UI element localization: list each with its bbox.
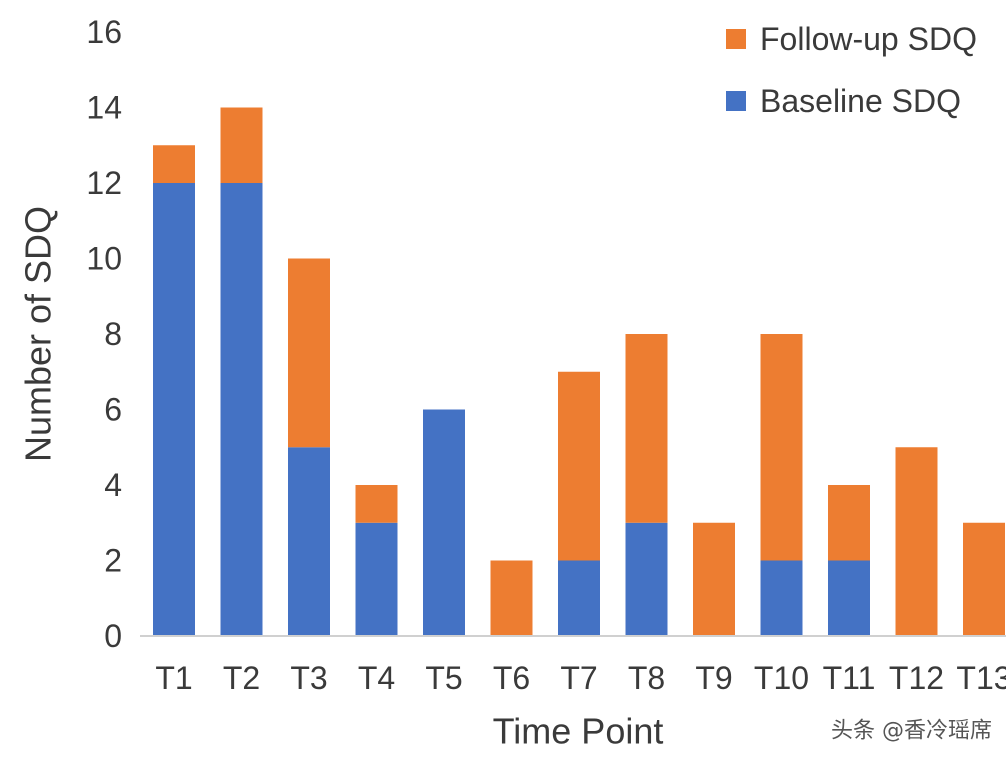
- x-tick-label: T2: [223, 660, 260, 696]
- y-tick-label: 4: [104, 467, 122, 503]
- legend: Follow-up SDQ Baseline SDQ: [726, 21, 977, 119]
- bar-baseline-sdq: [828, 560, 870, 636]
- y-tick-label: 16: [86, 14, 122, 50]
- bar-baseline-sdq: [355, 522, 398, 636]
- x-tick-label: T11: [823, 660, 876, 696]
- bars-group: [153, 107, 1005, 636]
- watermark-text: 头条 @香冷瑶席: [831, 719, 992, 744]
- y-tick-label: 2: [104, 543, 122, 579]
- bar-follow-up-sdq: [288, 258, 330, 448]
- bar-baseline-sdq: [760, 560, 803, 636]
- y-tick-label: 12: [86, 165, 122, 201]
- bar-follow-up-sdq: [693, 522, 735, 636]
- bar-follow-up-sdq: [760, 334, 803, 561]
- y-tick-label: 14: [86, 90, 122, 126]
- bar-baseline-sdq: [153, 183, 195, 636]
- x-tick-label: T5: [425, 660, 462, 696]
- legend-label-follow-up: Follow-up SDQ: [760, 21, 977, 57]
- x-tick-label: T9: [695, 660, 732, 696]
- bar-follow-up-sdq: [828, 485, 870, 561]
- x-tick-label: T8: [628, 660, 665, 696]
- x-axis-ticks: T1 T2 T3 T4 T5 T6 T7 T8 T9 T10 T11 T12 T13: [155, 660, 1006, 696]
- x-tick-label: T12: [889, 660, 944, 696]
- bar-baseline-sdq: [625, 522, 668, 636]
- x-tick-label: T1: [155, 660, 192, 696]
- bar-follow-up-sdq: [490, 560, 533, 636]
- bar-follow-up-sdq: [895, 447, 938, 636]
- bar-baseline-sdq: [558, 560, 600, 636]
- legend-swatch-follow-up: [726, 29, 746, 49]
- bar-follow-up-sdq: [625, 334, 668, 523]
- x-tick-label: T4: [358, 660, 395, 696]
- x-tick-label: T10: [754, 660, 809, 696]
- bar-baseline-sdq: [423, 409, 465, 636]
- x-tick-label: T3: [290, 660, 327, 696]
- x-tick-label: T7: [560, 660, 597, 696]
- legend-label-baseline: Baseline SDQ: [760, 83, 961, 119]
- bar-follow-up-sdq: [558, 371, 600, 561]
- y-tick-label: 8: [104, 316, 122, 352]
- y-axis-title: Number of SDQ: [18, 206, 59, 462]
- x-tick-label: T6: [493, 660, 530, 696]
- bar-follow-up-sdq: [220, 107, 263, 183]
- bar-follow-up-sdq: [963, 522, 1005, 636]
- y-axis-ticks: 0 2 4 6 8 10 12 14 16: [86, 14, 122, 654]
- y-tick-label: 0: [104, 618, 122, 654]
- bar-follow-up-sdq: [153, 145, 195, 183]
- bar-baseline-sdq: [220, 183, 263, 636]
- y-tick-label: 6: [104, 392, 122, 428]
- legend-swatch-baseline: [726, 91, 746, 111]
- x-tick-label: T13: [956, 660, 1006, 696]
- bar-follow-up-sdq: [355, 485, 398, 523]
- x-axis-title: Time Point: [493, 711, 664, 752]
- bar-baseline-sdq: [288, 447, 330, 636]
- y-tick-label: 10: [86, 241, 122, 277]
